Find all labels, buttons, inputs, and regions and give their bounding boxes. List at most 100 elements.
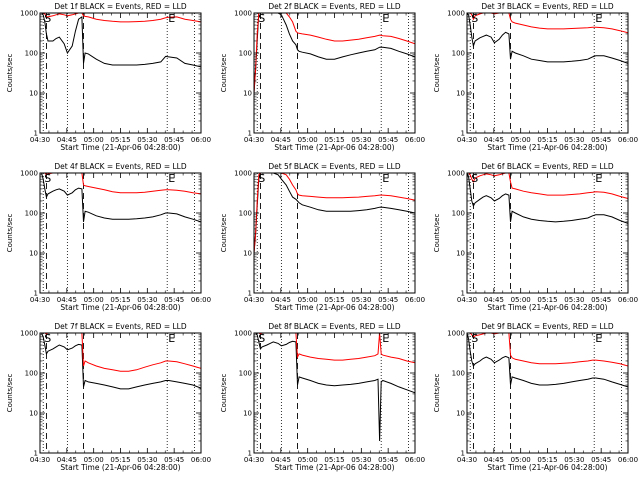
- marker-label-s: S: [258, 172, 265, 185]
- x-tick-label: 06:00: [618, 456, 638, 464]
- marker-label-s: S: [471, 332, 478, 345]
- y-tick-label: 10: [243, 90, 252, 98]
- y-tick-label: 1: [461, 130, 465, 138]
- y-axis-label: Counts/sec: [220, 214, 228, 253]
- series-line-events: [467, 333, 628, 388]
- series-line-events: [254, 333, 415, 442]
- y-tick-label: 100: [452, 210, 465, 218]
- x-tick-label: 06:00: [618, 136, 638, 144]
- x-tick-label: 05:45: [164, 456, 184, 464]
- y-tick-label: 1000: [234, 170, 252, 178]
- plot-frame: [39, 12, 202, 134]
- x-axis-label: Start Time (21-Apr-06 04:28:00): [274, 143, 394, 152]
- x-tick-label: 04:45: [484, 456, 504, 464]
- x-tick-label: 05:15: [110, 296, 130, 304]
- x-tick-label: 04:30: [244, 136, 264, 144]
- x-tick-label: 06:00: [191, 456, 211, 464]
- series-line-lld: [40, 333, 201, 372]
- x-axis-label: Start Time (21-Apr-06 04:28:00): [60, 303, 180, 312]
- y-tick-label: 1: [461, 290, 465, 298]
- x-tick-label: 05:15: [537, 456, 557, 464]
- marker-label-e: E: [595, 12, 602, 25]
- y-tick-label: 1000: [234, 10, 252, 18]
- y-tick-label: 10: [29, 410, 38, 418]
- y-tick-label: 100: [25, 210, 38, 218]
- chart-title: Det 9f BLACK = Events, RED = LLD: [481, 322, 614, 331]
- y-axis-label: Counts/sec: [220, 54, 228, 93]
- x-tick-label: 05:45: [164, 136, 184, 144]
- x-tick-label: 05:00: [298, 456, 318, 464]
- marker-label-s: S: [44, 332, 51, 345]
- y-tick-label: 100: [25, 370, 38, 378]
- marker-label-e: E: [168, 172, 175, 185]
- x-tick-label: 04:45: [57, 296, 77, 304]
- marker-label-e: E: [168, 12, 175, 25]
- x-tick-label: 05:00: [298, 136, 318, 144]
- series-line-events: [40, 13, 201, 68]
- plot-frame: [39, 332, 202, 454]
- x-axis-label: Start Time (21-Apr-06 04:28:00): [60, 143, 180, 152]
- y-tick-label: 1: [248, 290, 252, 298]
- chart-title: Det 2f BLACK = Events, RED = LLD: [268, 2, 401, 11]
- series-line-events: [40, 173, 201, 223]
- y-tick-label: 10: [243, 250, 252, 258]
- x-tick-label: 04:30: [244, 456, 264, 464]
- series-line-events: [254, 13, 415, 94]
- y-tick-label: 1: [34, 450, 38, 458]
- series-line-lld: [467, 13, 628, 34]
- x-axis-label: Start Time (21-Apr-06 04:28:00): [274, 463, 394, 472]
- series-line-lld: [254, 333, 415, 364]
- y-tick-label: 10: [29, 250, 38, 258]
- y-tick-label: 100: [452, 50, 465, 58]
- marker-label-e: E: [382, 332, 389, 345]
- x-tick-label: 04:30: [30, 136, 50, 144]
- chart-title: Det 6f BLACK = Events, RED = LLD: [481, 162, 614, 171]
- x-tick-label: 05:00: [511, 296, 531, 304]
- x-tick-label: 06:00: [191, 136, 211, 144]
- x-tick-label: 05:45: [378, 296, 398, 304]
- marker-label-s: S: [44, 172, 51, 185]
- x-tick-label: 04:45: [271, 296, 291, 304]
- chart-title: Det 7f BLACK = Events, RED = LLD: [54, 322, 187, 331]
- y-tick-label: 1000: [447, 330, 465, 338]
- marker-label-e: E: [595, 332, 602, 345]
- x-tick-label: 04:30: [30, 456, 50, 464]
- chart-title: Det 5f BLACK = Events, RED = LLD: [268, 162, 401, 171]
- y-tick-label: 1000: [447, 10, 465, 18]
- x-tick-label: 05:00: [511, 456, 531, 464]
- x-tick-label: 05:15: [537, 296, 557, 304]
- x-tick-label: 05:45: [591, 456, 611, 464]
- series-line-lld: [254, 173, 415, 254]
- marker-label-s: S: [258, 12, 265, 25]
- marker-label-s: S: [471, 172, 478, 185]
- x-tick-label: 05:00: [298, 296, 318, 304]
- y-tick-label: 100: [452, 370, 465, 378]
- x-axis-label: Start Time (21-Apr-06 04:28:00): [60, 463, 180, 472]
- x-tick-label: 05:45: [591, 136, 611, 144]
- plot-frame: [253, 332, 416, 454]
- series-line-lld: [467, 333, 628, 367]
- series-line-lld: [40, 13, 201, 23]
- y-tick-label: 1: [248, 450, 252, 458]
- x-tick-label: 05:45: [378, 136, 398, 144]
- marker-label-s: S: [471, 12, 478, 25]
- y-tick-label: 1000: [447, 170, 465, 178]
- y-tick-label: 10: [243, 410, 252, 418]
- series-line-events: [467, 13, 628, 64]
- y-tick-label: 100: [239, 50, 252, 58]
- y-tick-label: 1: [34, 130, 38, 138]
- x-tick-label: 04:45: [271, 136, 291, 144]
- series-line-events: [40, 333, 201, 390]
- plot-frame: [466, 332, 629, 454]
- plot-frame: [466, 172, 629, 294]
- x-tick-label: 06:00: [405, 136, 425, 144]
- x-tick-label: 05:00: [511, 136, 531, 144]
- x-tick-label: 04:45: [484, 296, 504, 304]
- y-tick-label: 1000: [234, 330, 252, 338]
